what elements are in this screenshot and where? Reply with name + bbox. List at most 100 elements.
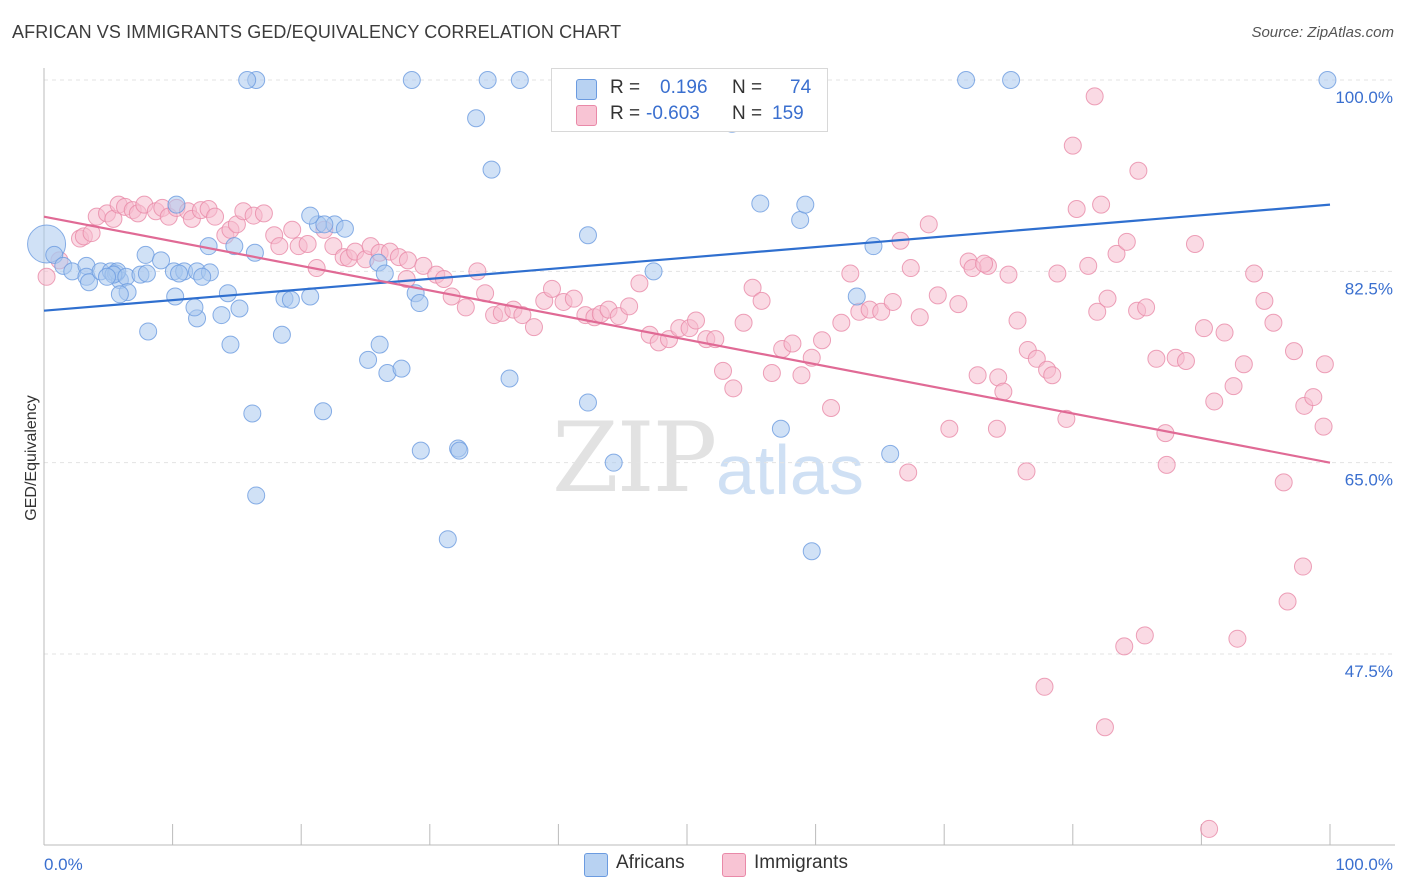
immigrants-point	[1057, 409, 1076, 428]
r-value: -0.603	[646, 103, 700, 124]
n-label: N =	[732, 77, 763, 98]
immigrants-point	[1284, 342, 1303, 361]
immigrants-point	[919, 215, 938, 234]
immigrants-point	[324, 237, 343, 256]
immigrants-point	[813, 331, 832, 350]
r-label: R =	[610, 77, 641, 98]
n-label: N =	[732, 103, 763, 124]
immigrants-point	[542, 279, 561, 298]
africans-point	[218, 284, 237, 303]
immigrants-point	[1085, 87, 1104, 106]
immigrants-point	[1067, 200, 1086, 219]
africans-point	[771, 419, 790, 438]
immigrants-points	[37, 87, 1334, 838]
immigrants-point	[752, 291, 771, 310]
immigrants-point	[82, 224, 101, 243]
stats-legend: R = 0.196 N = 74 R = -0.603 N = 159	[551, 68, 828, 132]
immigrants-point	[206, 207, 225, 226]
trend-lines	[43, 203, 1331, 464]
r-value: 0.196	[660, 77, 708, 98]
immigrants-point	[832, 313, 851, 332]
tick-labels: 100.0% 82.5% 65.0% 47.5% 0.0% 100.0%	[44, 88, 1393, 874]
immigrants-point	[1079, 256, 1098, 275]
immigrants-trend-line	[43, 215, 1331, 464]
africans-point	[212, 306, 231, 325]
legend-label-immigrants: Immigrants	[754, 852, 848, 873]
africans-point	[314, 402, 333, 421]
immigrants-point	[1194, 319, 1213, 338]
x-tick-label: 0.0%	[44, 855, 83, 874]
immigrants-point	[524, 318, 543, 337]
africans-point	[751, 194, 770, 213]
africans-swatch	[576, 79, 597, 100]
africans-point	[392, 359, 411, 378]
africans-point	[644, 262, 663, 281]
immigrants-point	[987, 419, 1006, 438]
immigrants-point	[883, 292, 902, 311]
immigrants-point	[1043, 366, 1062, 385]
immigrants-point	[1215, 323, 1234, 342]
watermark-atlas: atlas	[716, 431, 864, 509]
immigrants-point	[783, 334, 802, 353]
immigrants-point	[37, 267, 56, 286]
africans-point	[411, 441, 430, 460]
y-tick-label: 82.5%	[1345, 279, 1393, 298]
africans-point	[139, 322, 158, 341]
n-value: 74	[790, 77, 812, 98]
immigrants-point	[1129, 161, 1148, 180]
y-tick-label: 47.5%	[1345, 662, 1393, 681]
immigrants-point	[1304, 388, 1323, 407]
africans-point	[802, 542, 821, 561]
africans-point	[375, 264, 394, 283]
immigrants-point	[1176, 351, 1195, 370]
africans-point	[957, 71, 976, 89]
africans-point	[847, 287, 866, 306]
africans-point	[370, 335, 389, 354]
africans-point	[170, 264, 189, 283]
immigrants-point	[1115, 637, 1134, 656]
immigrants-point	[743, 278, 762, 297]
immigrants-point	[999, 265, 1018, 284]
immigrants-point	[1228, 629, 1247, 648]
immigrants-point	[1315, 355, 1334, 374]
immigrants-point	[1293, 557, 1312, 576]
immigrants-point	[994, 382, 1013, 401]
immigrants-point	[513, 306, 532, 325]
immigrants-point	[714, 361, 733, 380]
watermark-zip: ZIP	[552, 402, 717, 514]
immigrants-point	[734, 313, 753, 332]
immigrants-point	[1027, 349, 1046, 368]
immigrants-legend-swatch	[722, 853, 746, 877]
immigrants-point	[564, 289, 583, 308]
immigrants-point	[298, 235, 317, 253]
immigrants-point	[1088, 302, 1107, 321]
immigrants-point	[841, 264, 860, 283]
immigrants-point	[1017, 462, 1036, 481]
immigrants-point	[1200, 819, 1219, 838]
immigrants-point	[1274, 473, 1293, 492]
africans-point	[510, 71, 529, 89]
immigrants-point	[270, 237, 289, 256]
africans-point	[578, 393, 597, 412]
chart-title: AFRICAN VS IMMIGRANTS GED/EQUIVALENCY CO…	[12, 22, 622, 42]
immigrants-point	[949, 295, 968, 314]
immigrants-point	[1095, 718, 1114, 737]
africans-point	[193, 267, 212, 286]
africans-point	[315, 215, 334, 234]
africans-point	[438, 530, 457, 549]
immigrants-point	[1264, 313, 1283, 332]
immigrants-point	[1063, 136, 1082, 155]
immigrants-point	[620, 297, 639, 316]
africans-point	[301, 206, 320, 225]
africans-point	[359, 350, 378, 369]
immigrants-point	[899, 463, 918, 482]
africans-point	[137, 264, 156, 283]
y-axis-label: GED/Equivalency	[23, 395, 40, 520]
africans-point	[110, 285, 129, 304]
immigrants-point	[1008, 311, 1027, 330]
immigrants-point	[1137, 298, 1156, 317]
axes	[43, 68, 1395, 846]
immigrants-point	[456, 298, 475, 317]
immigrants-point	[792, 366, 811, 385]
africans-trend-line	[43, 203, 1331, 312]
